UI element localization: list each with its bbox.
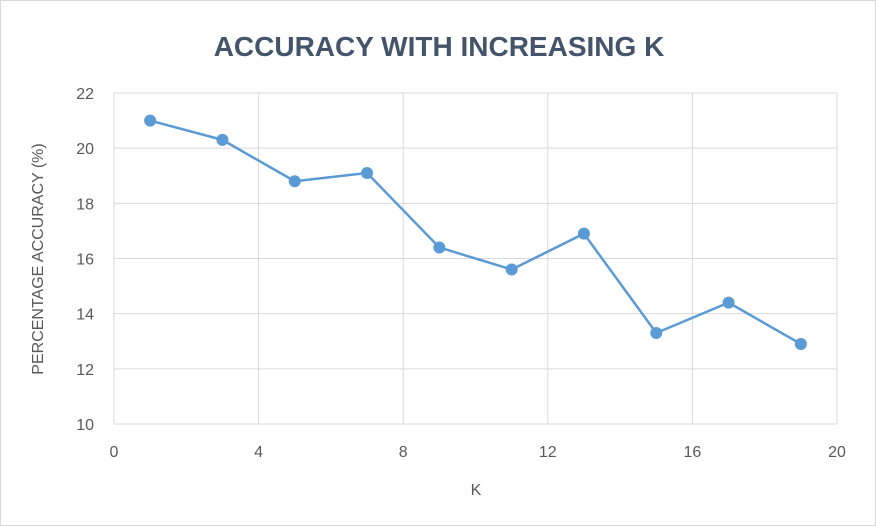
x-tick-label: 16 (684, 444, 702, 461)
data-point (650, 326, 663, 339)
data-point (794, 338, 807, 351)
x-tick-label: 20 (828, 444, 846, 461)
y-tick-label: 18 (76, 196, 94, 213)
data-point (144, 114, 157, 127)
y-tick-label: 22 (76, 86, 94, 103)
y-tick-label: 20 (76, 141, 94, 158)
y-tick-label: 12 (76, 362, 94, 379)
data-point (288, 175, 301, 188)
y-axis-title: PERCENTAGE ACCURACY (%) (30, 143, 47, 374)
x-tick-label: 12 (539, 444, 557, 461)
data-point (433, 241, 446, 254)
data-series (144, 114, 807, 351)
x-tick-label: 8 (399, 444, 408, 461)
y-tick-label: 16 (76, 252, 94, 269)
x-axis-title: K (471, 482, 482, 499)
data-point (577, 227, 590, 240)
x-tick-label: 4 (254, 444, 263, 461)
data-point (361, 166, 374, 179)
series-line (149, 119, 802, 346)
data-point (722, 296, 735, 309)
chart-title: ACCURACY WITH INCREASING K (214, 31, 665, 62)
data-point (216, 133, 229, 146)
x-tick-label: 0 (110, 444, 119, 461)
y-tick-label: 10 (76, 417, 94, 434)
y-tick-label: 14 (76, 307, 94, 324)
data-point (505, 263, 518, 276)
tick-labels: 10 12 14 16 18 20 22 0 4 8 12 16 20 (76, 86, 846, 461)
